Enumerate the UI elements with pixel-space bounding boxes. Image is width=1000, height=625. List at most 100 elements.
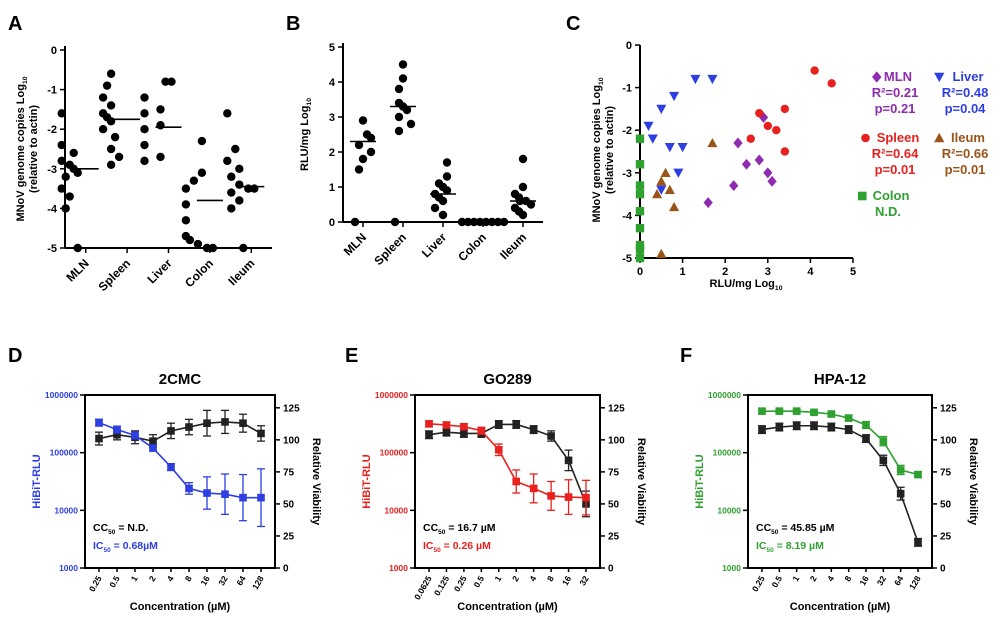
y-axis-label: RLU/mg Log10: [299, 98, 313, 171]
data-point-ileum: [652, 189, 663, 199]
data-point: [65, 192, 74, 201]
hibit-rlu-point: [914, 470, 922, 479]
left-y-tick-label: 1000: [722, 563, 741, 573]
viability-point: [149, 437, 157, 445]
hibit-rlu-point: [879, 437, 888, 445]
chart-title: 2CMC: [159, 371, 202, 388]
chart-title: GO289: [483, 371, 531, 388]
viability-point: [257, 429, 265, 438]
panel-letter: E: [345, 345, 358, 367]
cc50-note-main: CC: [756, 522, 772, 534]
hibit-rlu-point: [131, 431, 139, 440]
legend-p: p=0.04: [945, 101, 987, 116]
ic50-note: IC50 = 0.68µM: [93, 540, 158, 554]
x-tick-label: 0.5: [769, 574, 784, 589]
legend-r2: R²=0.21: [872, 85, 919, 100]
viability-point: [185, 423, 193, 431]
data-point: [140, 93, 149, 102]
data-point: [398, 74, 408, 83]
x-tick-label: 32: [216, 574, 230, 587]
data-point: [73, 243, 82, 253]
viability-point: [95, 434, 103, 443]
right-y-tick-label: 25: [608, 531, 620, 542]
hibit-rlu-point: [425, 420, 433, 428]
data-point-spleen: [772, 126, 781, 135]
right-y-tick-label: 0: [608, 564, 614, 575]
viability-point: [203, 419, 211, 427]
right-y-tick-label: 125: [608, 403, 625, 414]
x-tick-label: 3: [765, 266, 771, 278]
right-y-tick-label: 100: [283, 435, 300, 446]
right-y-tick-label: 125: [283, 403, 300, 414]
data-point-spleen: [810, 66, 819, 75]
viability-point: [810, 421, 818, 430]
right-y-tick-label: 25: [940, 531, 952, 542]
data-point: [57, 140, 66, 150]
x-tick-label: 8: [183, 574, 194, 583]
y-tick-label: -4: [622, 210, 633, 222]
data-point: [223, 156, 232, 166]
y-axis-label: MNoV genome copies Log10: [15, 76, 29, 221]
x-tick-label: 32: [577, 574, 591, 587]
legend-r2: R²=0.48: [942, 85, 989, 100]
data-point: [250, 184, 259, 193]
x-tick-label: 4: [527, 574, 538, 583]
viability-line: [428, 423, 587, 505]
panel-a: A 0 -1 -2 -3 -4 -5 MLN Spleen Liver Colon Ileum MNoV…: [8, 13, 272, 294]
hibit-rlu-point: [185, 484, 193, 493]
data-point: [110, 132, 120, 142]
data-point-liver: [707, 74, 718, 85]
cc50-note-value: = N.D.: [115, 522, 148, 534]
data-point-spleen: [746, 134, 755, 143]
x-tick-label: 2: [147, 574, 158, 583]
x-tick-label: 1: [680, 266, 686, 278]
data-point-mln: [741, 158, 752, 170]
data-point: [358, 154, 368, 164]
y-axis-label-sub: 10: [306, 98, 313, 106]
hibit-rlu-point: [862, 421, 870, 429]
cc50-note-value: = 16.7 µM: [445, 522, 495, 534]
data-point: [98, 125, 108, 134]
hibit-rlu-point: [512, 477, 521, 486]
hibit-rlu-point: [460, 422, 468, 431]
hibit-rlu-point: [827, 410, 836, 418]
x-tick-label: 8: [842, 574, 853, 583]
data-point: [223, 109, 232, 118]
ic50-note-main: IC: [756, 540, 767, 552]
y-tick-label: -2: [622, 125, 632, 137]
data-point: [102, 81, 112, 90]
data-point: [518, 154, 528, 164]
viability-point: [758, 425, 766, 434]
ic50-note-value: = 8.19 µM: [774, 540, 824, 552]
x-tick-label: 0.25: [452, 574, 469, 594]
data-point: [114, 152, 124, 162]
data-point: [57, 109, 66, 118]
x-axis-label: Concentration (µM): [130, 601, 231, 613]
data-point: [156, 152, 165, 162]
right-y-tick-label: 75: [940, 467, 952, 478]
data-point: [156, 105, 165, 114]
ic50-note-main: IC: [423, 540, 434, 552]
y-axis-label-2: (relative to actin): [604, 106, 616, 194]
hibit-rlu-point: [775, 407, 784, 415]
viability-point: [425, 430, 433, 439]
data-point-liver: [673, 168, 684, 178]
data-point: [140, 156, 149, 166]
x-tick-label: 16: [857, 574, 871, 587]
data-point-colon: [635, 241, 645, 250]
viability-line: [98, 421, 262, 442]
data-point: [106, 101, 116, 110]
y-axis-label-main: RLU/mg Log: [299, 106, 311, 171]
legend-marker: [861, 133, 870, 143]
y-tick-label: -1: [622, 83, 632, 95]
y-axis-label-main: MNoV genome copies Log: [591, 85, 603, 223]
plot-frame: [414, 394, 601, 569]
data-point: [231, 144, 240, 154]
panel-letter: C: [566, 13, 580, 35]
data-point-colon: [635, 223, 645, 233]
data-point: [189, 176, 199, 185]
